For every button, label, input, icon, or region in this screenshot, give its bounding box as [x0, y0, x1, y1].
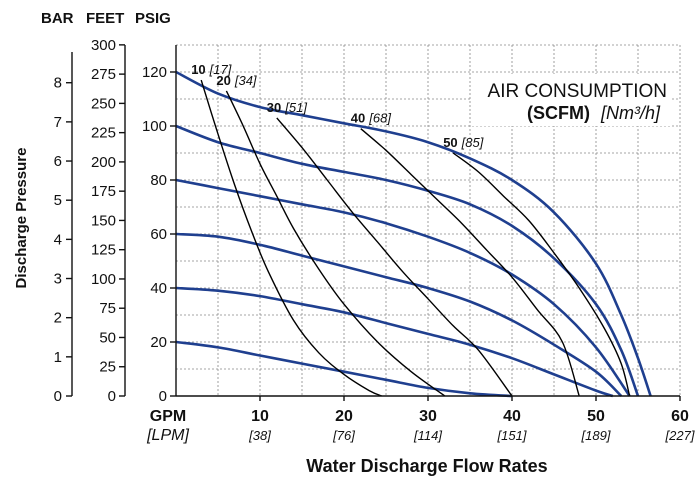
air-curve-label-metric: [85]: [461, 135, 484, 150]
feet-tick-label: 100: [91, 271, 116, 288]
air-curve-label-metric: [17]: [209, 62, 232, 77]
feet-tick-label: 125: [91, 242, 116, 259]
feet-tick-label: 175: [91, 183, 116, 200]
psig-tick-label: 80: [150, 172, 167, 189]
air-curve-label: 30 [51]: [267, 100, 308, 115]
performance-curve: [175, 178, 631, 397]
psig-axis-ticks: 0 20 40 60 80 100 120: [142, 64, 176, 405]
air-curve-label-scfm: 40: [351, 111, 365, 126]
air-curve-label-metric: [34]: [234, 73, 257, 88]
x-tick-label-lpm: [38]: [248, 428, 271, 443]
air-curve-label-scfm: 50: [443, 135, 457, 150]
feet-tick-label: 225: [91, 125, 116, 142]
performance-curve: [175, 70, 652, 397]
air-consumption-curves: [200, 79, 631, 397]
x-tick-label-gpm: 10: [251, 408, 269, 425]
x-axis-ticks: 10 [38] 20 [76] 30 [114] 40 [151] 50 [189] 60 [227]: [248, 396, 695, 443]
air-consumption-labels: 10 [17]20 [34] 30 [51] 40 [68] 50 [85]: [191, 62, 484, 150]
x-tick-label-gpm: 60: [671, 408, 689, 425]
x-tick-label-lpm: [151]: [497, 428, 527, 443]
air-consumption-curve: [200, 79, 383, 397]
x-axis-label: Water Discharge Flow Rates: [306, 456, 547, 476]
bar-axis-header: BAR: [41, 10, 74, 27]
feet-tick-label: 75: [99, 300, 116, 317]
bar-tick-label: 8: [54, 75, 62, 92]
air-consumption-curve: [360, 128, 580, 397]
air-curve-label: 50 [85]: [443, 135, 484, 150]
title-box: [472, 74, 672, 126]
air-consumption-curve: [225, 90, 446, 397]
x-tick-label-lpm: [227]: [665, 428, 695, 443]
air-curve-label-metric: [68]: [368, 111, 391, 126]
feet-tick-label: 150: [91, 212, 116, 229]
bar-tick-label: 3: [54, 271, 62, 288]
psig-tick-label: 120: [142, 64, 167, 81]
x-tick-label-lpm: [76]: [332, 428, 355, 443]
performance-curves: [175, 70, 652, 398]
subtitle-bold: (SCFM): [527, 103, 590, 123]
y-axis-label: Discharge Pressure: [13, 148, 30, 289]
psig-tick-label: 40: [150, 280, 167, 297]
air-curve-label-metric: [51]: [284, 100, 307, 115]
bar-tick-label: 0: [54, 388, 62, 405]
x-tick-label-gpm: 20: [335, 408, 353, 425]
air-curve-label-scfm: 10: [191, 62, 205, 77]
psig-tick-label: 20: [150, 334, 167, 351]
psig-tick-label: 100: [142, 118, 167, 135]
feet-tick-label: 275: [91, 66, 116, 83]
air-consumption-curve: [276, 117, 513, 397]
feet-tick-label: 300: [91, 37, 116, 54]
chart-title: AIR CONSUMPTION: [488, 81, 667, 102]
bar-tick-label: 6: [54, 153, 62, 170]
bar-tick-label: 2: [54, 310, 62, 327]
x-tick-label-gpm: 50: [587, 408, 605, 425]
feet-tick-label: 200: [91, 154, 116, 171]
air-curve-label: 20 [34]: [216, 73, 257, 88]
air-curve-label-scfm: 30: [267, 100, 281, 115]
x-tick-label-lpm: [189]: [581, 428, 611, 443]
air-curve-label: 10 [17]: [191, 62, 232, 77]
x-tick-label-lpm: [114]: [413, 428, 442, 443]
left-axis-ticks: 0 25 50 75 100 125 150 175 200 225 250 275 300 0 1 2 3 4 5…: [54, 37, 125, 405]
feet-tick-label: 25: [99, 359, 116, 376]
subtitle-italic: [Nm³/h]: [600, 103, 661, 123]
psig-tick-label: 0: [159, 388, 167, 405]
psig-axis-header: PSIG: [135, 10, 171, 27]
air-curve-label: 40 [68]: [351, 111, 392, 126]
performance-curve: [175, 286, 614, 398]
x-unit-primary: GPM: [150, 408, 186, 425]
feet-tick-label: 50: [99, 329, 116, 346]
psig-tick-label: 60: [150, 226, 167, 243]
bar-tick-label: 1: [54, 349, 62, 366]
bar-tick-label: 4: [54, 231, 62, 248]
feet-axis-header: FEET: [86, 10, 124, 27]
x-unit-secondary: [LPM]: [146, 427, 189, 444]
air-consumption-curve: [452, 152, 631, 397]
air-curve-label-scfm: 20: [216, 73, 230, 88]
x-tick-label-gpm: 40: [503, 408, 521, 425]
feet-tick-label: 250: [91, 95, 116, 112]
performance-curve: [175, 340, 513, 398]
chart-subtitle: (SCFM) [Nm³/h]: [527, 103, 661, 123]
bar-tick-label: 7: [54, 114, 62, 131]
feet-tick-label: 0: [108, 388, 116, 405]
x-tick-label-gpm: 30: [419, 408, 437, 425]
bar-tick-label: 5: [54, 192, 62, 209]
